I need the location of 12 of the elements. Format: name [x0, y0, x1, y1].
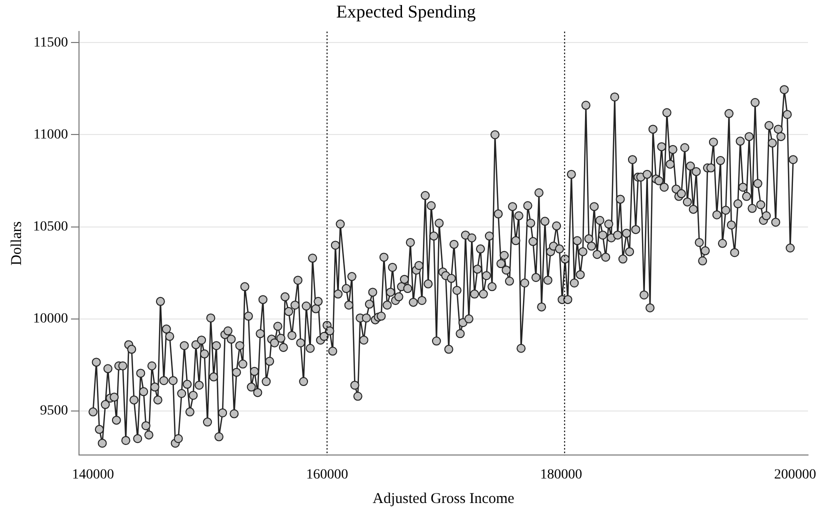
- x-tick-label: 160000: [306, 467, 348, 482]
- x-tick-label: 200000: [774, 467, 816, 482]
- y-tick-label: 9500: [40, 404, 68, 419]
- x-tick-label: 140000: [72, 467, 114, 482]
- y-tick-label: 11000: [34, 127, 68, 142]
- chart-title: Expected Spending: [336, 2, 476, 22]
- y-tick-label: 11500: [34, 35, 68, 50]
- x-axis-title: Adjusted Gross Income: [372, 490, 515, 507]
- y-axis-title: Dollars: [8, 221, 25, 266]
- y-tick-label: 10000: [33, 312, 68, 327]
- x-tick-label: 180000: [540, 467, 582, 482]
- y-tick-label: 10500: [33, 219, 68, 234]
